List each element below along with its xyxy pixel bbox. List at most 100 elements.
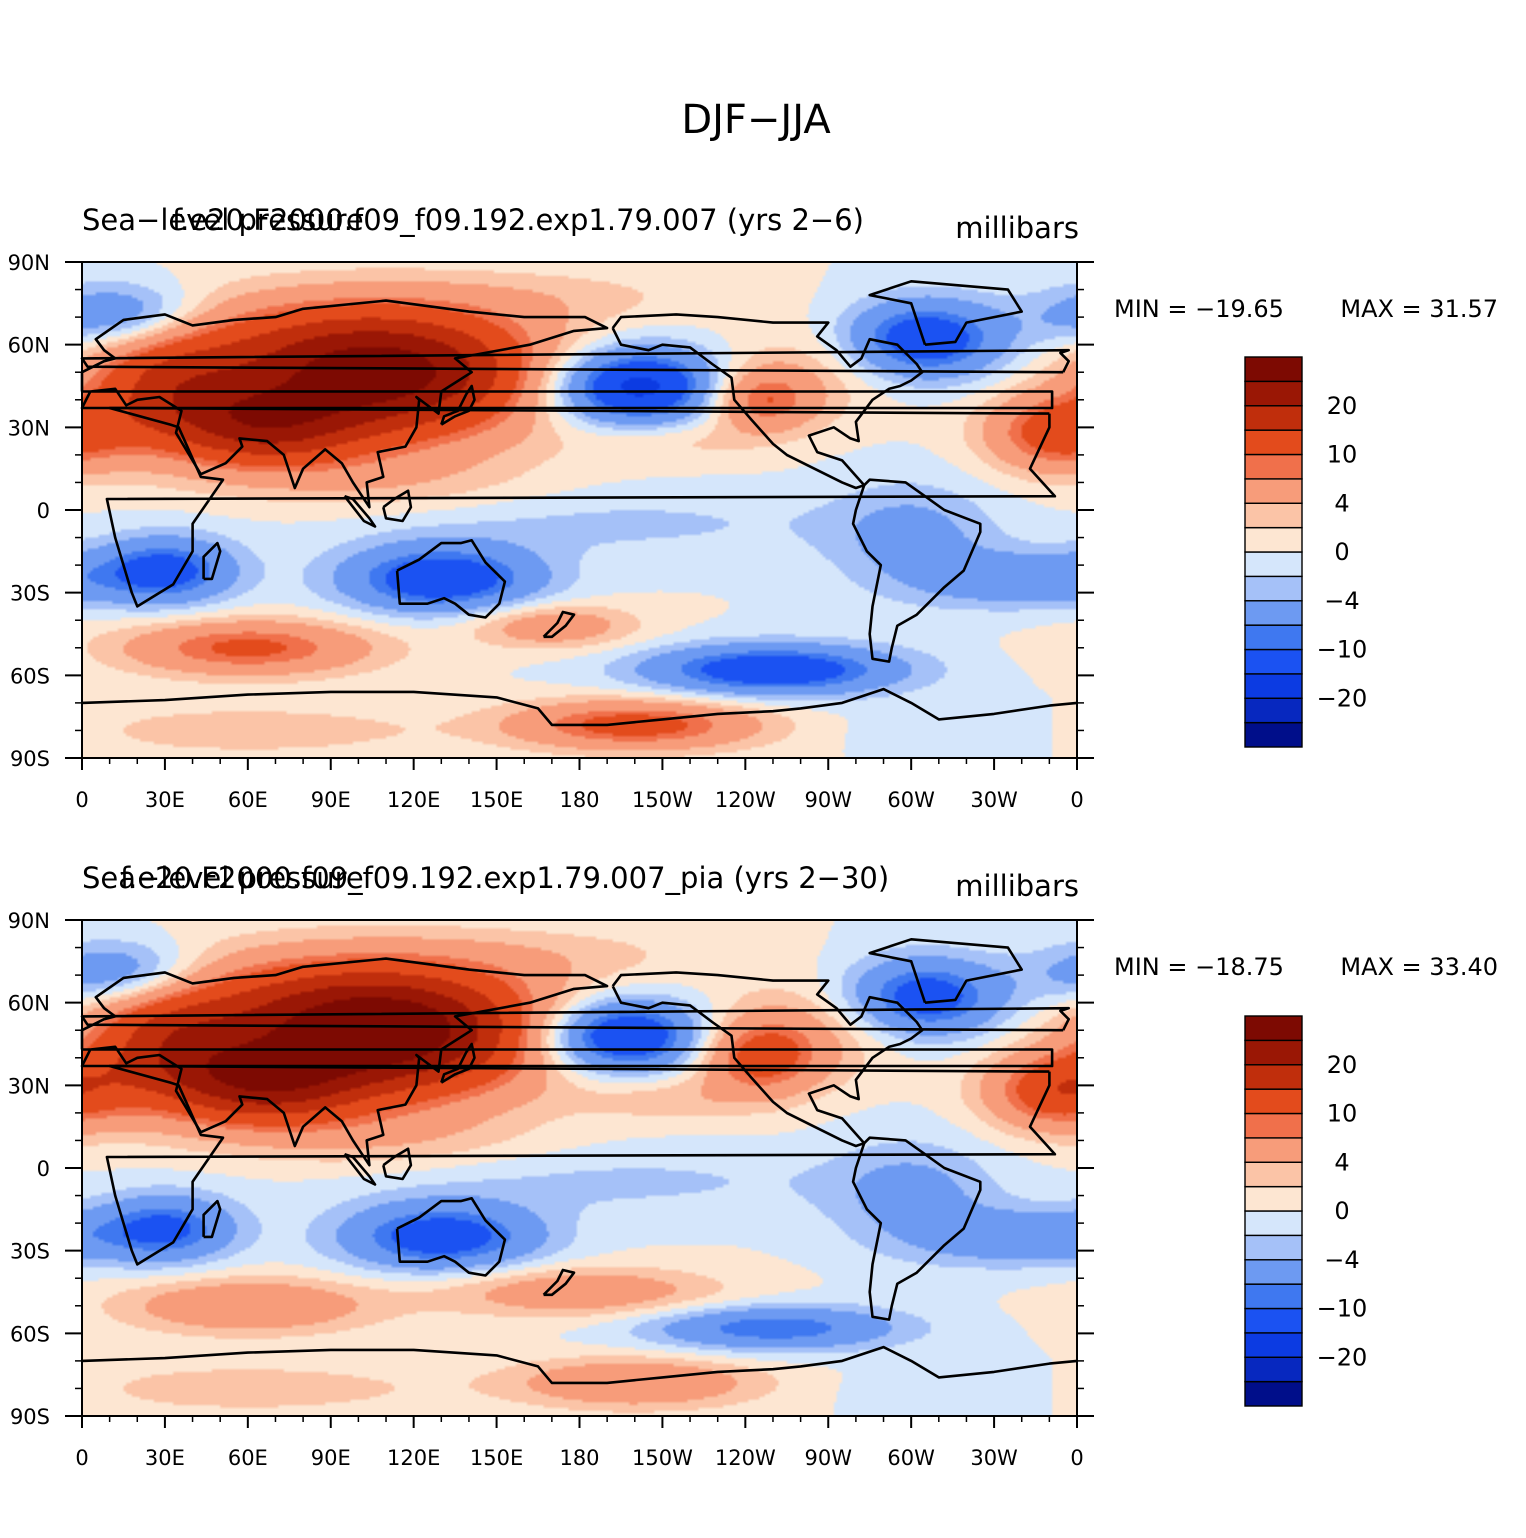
colorbar-label: −10: [1317, 1295, 1368, 1323]
colorbar-box: [1244, 673, 1303, 699]
colorbar-label: 20: [1327, 392, 1358, 420]
colorbar-box: [1244, 526, 1303, 553]
case-title-bottom: f.e20.F2000.f09_f09.192.exp1.79.007_pia …: [120, 861, 889, 895]
main-title: DJF−JJA: [681, 97, 831, 143]
x-tick-label: 90E: [311, 1446, 351, 1470]
colorbar-box: [1244, 1307, 1303, 1334]
coastline: [851, 1136, 982, 1321]
colorbar-label: 20: [1327, 1051, 1358, 1079]
colorbar-label: 4: [1334, 1148, 1349, 1176]
panel-title-bottom: Sea−level pressure: [82, 861, 364, 895]
y-tick-label: 90N: [8, 251, 50, 275]
colorbar-box: [1244, 405, 1303, 431]
panel-top: 0 30E 60E 90E 120E 150E 180 150W 120W 90W 60W 30W 0 9…: [8, 203, 1498, 812]
colorbar-box: [1244, 648, 1303, 675]
coastlines-bottom: [80, 937, 1078, 1385]
coastline: [611, 313, 924, 490]
colorbar-box: [1244, 1234, 1303, 1261]
x-tick-label: 120E: [387, 1446, 440, 1470]
coastline: [611, 971, 924, 1148]
colorbar-box: [1244, 1185, 1303, 1212]
colorbar-box: [1244, 1332, 1303, 1358]
coastline: [80, 299, 1054, 509]
axes-top: 0 30E 60E 90E 120E 150E 180 150W 120W 90W 60W 30W 0 9…: [8, 251, 1094, 812]
colorbar-box: [1244, 697, 1303, 724]
y-tick-label: 60N: [8, 334, 50, 358]
x-tick-label: 120W: [715, 1446, 776, 1470]
y-tick-label: 30S: [10, 582, 50, 606]
x-tick-label: 0: [75, 1446, 88, 1470]
x-tick-label: 120E: [387, 788, 440, 812]
x-tick-label: 90W: [805, 788, 853, 812]
colorbar-box: [1244, 1015, 1303, 1042]
min-label-bottom: MIN = −18.75: [1114, 953, 1284, 981]
coastline: [440, 384, 476, 426]
x-tick-label: 180: [559, 788, 599, 812]
colorbar-label: −20: [1317, 684, 1368, 712]
colorbar-label: 0: [1334, 1197, 1349, 1225]
coastline: [80, 348, 1070, 374]
colorbar-label: −20: [1317, 1343, 1368, 1371]
coastline: [81, 687, 1078, 727]
coastline: [105, 406, 1057, 608]
colorbar-label: −4: [1324, 1246, 1359, 1274]
x-tick-label: 0: [1070, 1446, 1083, 1470]
x-tick-label: 150E: [470, 788, 523, 812]
colorbar-box: [1244, 624, 1303, 651]
x-tick-label: 30E: [145, 788, 185, 812]
y-tick-label: 90S: [10, 747, 50, 771]
colorbar-box: [1244, 1039, 1303, 1066]
y-tick-label: 90N: [8, 909, 50, 933]
coastline: [542, 1268, 576, 1297]
colorbar-box: [1244, 600, 1303, 626]
x-tick-label: 150E: [470, 1446, 523, 1470]
y-tick-label: 0: [37, 499, 50, 523]
colorbar-box: [1244, 1161, 1303, 1188]
coastline: [868, 279, 1024, 346]
slp-field-bottom: [82, 920, 1077, 1416]
coastline: [202, 1199, 222, 1239]
min-label-top: MIN = −19.65: [1114, 295, 1284, 323]
colorbar-box: [1244, 721, 1303, 748]
y-tick-label: 60N: [8, 992, 50, 1016]
map-bottom: [80, 919, 1078, 1417]
coastline: [343, 1152, 377, 1186]
colorbar-box: [1244, 478, 1303, 504]
colorbar-label: 10: [1327, 1100, 1358, 1128]
x-tick-label: 30E: [145, 1446, 185, 1470]
colorbar-label: 10: [1327, 441, 1358, 469]
colorbar-box: [1244, 1112, 1303, 1139]
max-label-bottom: MAX = 33.40: [1340, 953, 1498, 981]
x-tick-label: 180: [559, 1446, 599, 1470]
x-tick-label: 90W: [805, 1446, 853, 1470]
y-tick-label: 30N: [8, 416, 50, 440]
coastline: [542, 610, 576, 639]
max-label-top: MAX = 31.57: [1340, 295, 1498, 323]
colorbar-label: 4: [1334, 489, 1349, 517]
colorbar-box: [1244, 1064, 1303, 1090]
x-tick-label: 30W: [970, 788, 1018, 812]
coastline: [382, 1147, 413, 1181]
colorbar-box: [1244, 1259, 1303, 1285]
coastline: [80, 957, 1054, 1167]
y-tick-label: 30S: [10, 1240, 50, 1264]
colorbar-box: [1244, 502, 1303, 529]
slp-field-top: [82, 262, 1077, 758]
x-tick-label: 90E: [311, 788, 351, 812]
coastline: [382, 489, 413, 523]
x-tick-label: 60E: [228, 1446, 268, 1470]
x-tick-label: 120W: [715, 788, 776, 812]
y-tick-label: 0: [37, 1157, 50, 1181]
colorbar-box: [1244, 453, 1303, 480]
x-tick-label: 30W: [970, 1446, 1018, 1470]
panel-title-top: Sea−level pressure: [82, 203, 364, 237]
coastline: [343, 494, 377, 528]
coastline: [81, 1345, 1078, 1385]
coastline: [105, 1064, 1057, 1266]
coastline: [202, 541, 222, 581]
coastline: [851, 478, 982, 663]
colorbar-box: [1244, 1380, 1303, 1407]
colorbar-label: 0: [1334, 538, 1349, 566]
colorbar-box: [1244, 1088, 1303, 1115]
coastline: [868, 937, 1024, 1004]
